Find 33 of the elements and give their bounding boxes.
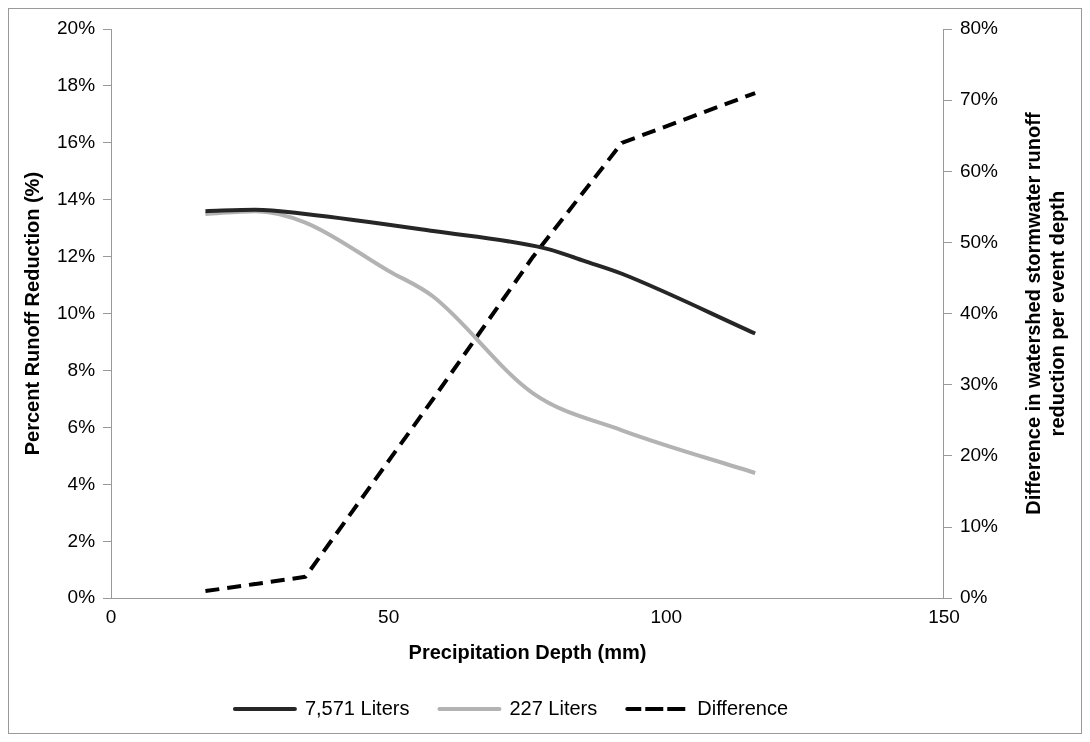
x-tick-label: 100 xyxy=(650,605,683,627)
legend-label: 7,571 Liters xyxy=(304,696,410,719)
y2-axis-title: Difference in watershed stormwater runoff reduction per event depth xyxy=(1021,112,1068,515)
y-tick-label: 6% xyxy=(67,415,96,437)
y2-tick-label: 50% xyxy=(959,230,999,252)
y2-tick-label: 10% xyxy=(959,515,999,537)
y2-tick-label: 40% xyxy=(959,301,999,323)
x-tick-label: 150 xyxy=(928,605,960,627)
y-tick-label: 12% xyxy=(57,244,96,266)
legend-label: Difference xyxy=(697,696,789,719)
y-tick-label: 8% xyxy=(67,358,96,380)
line-series xyxy=(203,91,758,594)
y-axis-title: Percent Runoff Reduction (%) xyxy=(20,171,43,456)
line-series xyxy=(203,209,758,475)
x-axis-title: Precipitation Depth (mm) xyxy=(408,640,647,663)
y2-tick-label: 0% xyxy=(959,586,988,608)
y-tick-label: 14% xyxy=(57,187,96,209)
y-tick-label: 0% xyxy=(67,586,96,608)
y-tick-label: 2% xyxy=(67,529,96,551)
y-tick-label: 4% xyxy=(67,472,96,494)
y2-tick-label: 20% xyxy=(959,444,999,466)
y2-tick-label: 80% xyxy=(959,17,999,39)
y-tick-label: 18% xyxy=(57,74,96,96)
y-tick-label: 10% xyxy=(57,301,96,323)
x-tick-label: 50 xyxy=(378,605,400,627)
y2-tick-label: 70% xyxy=(959,88,999,110)
y2-tick-label: 30% xyxy=(959,372,999,394)
y-tick-label: 20% xyxy=(57,17,96,39)
y2-tick-label: 60% xyxy=(959,159,999,181)
x-tick-label: 0 xyxy=(105,605,117,627)
legend-label: 227 Liters xyxy=(509,696,598,719)
y-tick-label: 16% xyxy=(57,131,96,153)
line-series xyxy=(203,207,758,336)
